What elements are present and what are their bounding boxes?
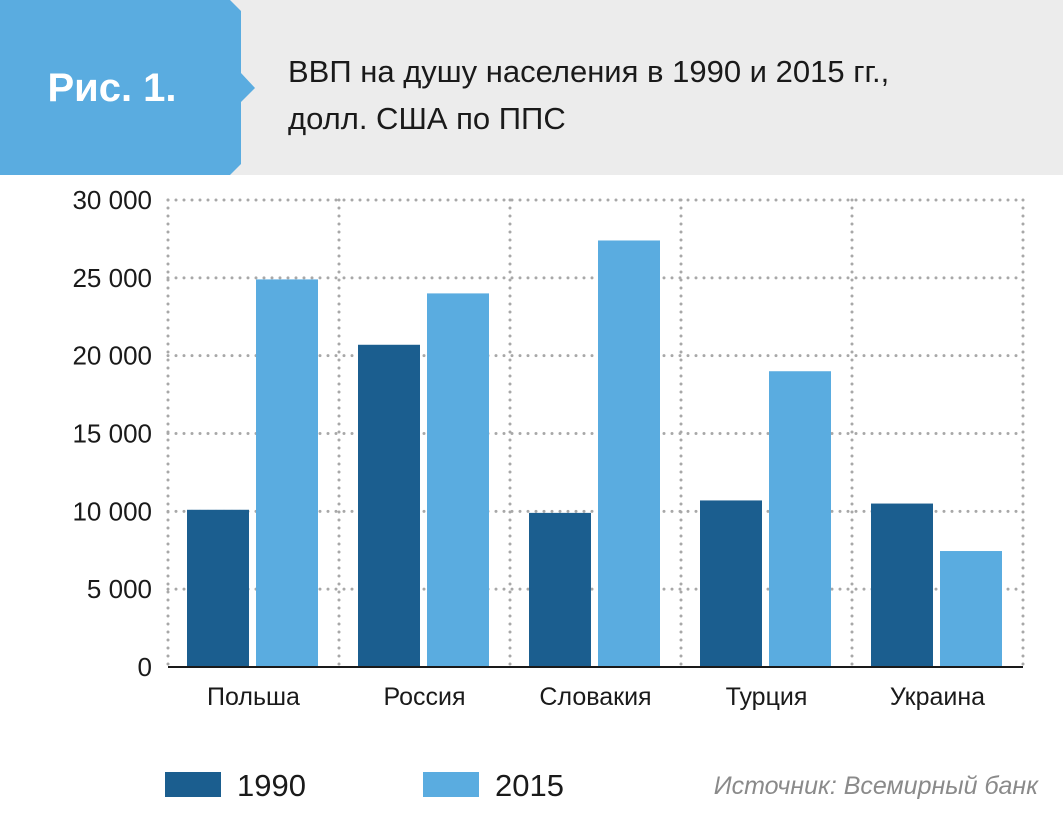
x-category-label: Россия: [384, 683, 466, 711]
bar-2015-0: [256, 279, 318, 667]
x-category-label: Словакия: [539, 683, 651, 711]
legend-label-2015: 2015: [495, 768, 564, 803]
bar-2015-1: [427, 293, 489, 667]
y-tick-label: 0: [138, 652, 152, 682]
bar-2015-4: [940, 551, 1002, 667]
y-tick-label: 20 000: [72, 341, 152, 371]
chart-title-line1: ВВП на душу населения в 1990 и 2015 гг.,: [288, 54, 889, 89]
bar-1990-0: [187, 509, 249, 667]
y-tick-label: 15 000: [72, 419, 152, 449]
chart-title-line2: долл. США по ППС: [288, 101, 566, 136]
bars: [187, 240, 1002, 667]
y-tick-label: 5 000: [87, 574, 152, 604]
legend-swatch-1990: [165, 772, 221, 797]
y-tick-label: 30 000: [72, 185, 152, 215]
bar-1990-2: [529, 512, 591, 667]
bar-1990-1: [358, 344, 420, 667]
y-tick-label: 10 000: [72, 496, 152, 526]
bar-2015-2: [598, 240, 660, 667]
legend-label-1990: 1990: [237, 768, 306, 803]
bar-2015-3: [769, 371, 831, 667]
legend-swatch-2015: [423, 772, 479, 797]
y-axis: 0 5 000 10 000 15 000 20 000 25 000 30 000: [72, 185, 1023, 682]
bar-1990-3: [700, 500, 762, 667]
x-axis: Польша Россия Словакия Турция Украина: [207, 683, 985, 711]
x-category-label: Турция: [726, 683, 808, 711]
x-category-label: Украина: [890, 683, 985, 711]
y-tick-label: 25 000: [72, 263, 152, 293]
bar-1990-4: [871, 503, 933, 667]
figure-badge: [0, 0, 255, 175]
source-note: Источник: Всемирный банк: [714, 772, 1039, 800]
x-category-label: Польша: [207, 683, 300, 711]
figure-number: Рис. 1.: [47, 66, 176, 110]
